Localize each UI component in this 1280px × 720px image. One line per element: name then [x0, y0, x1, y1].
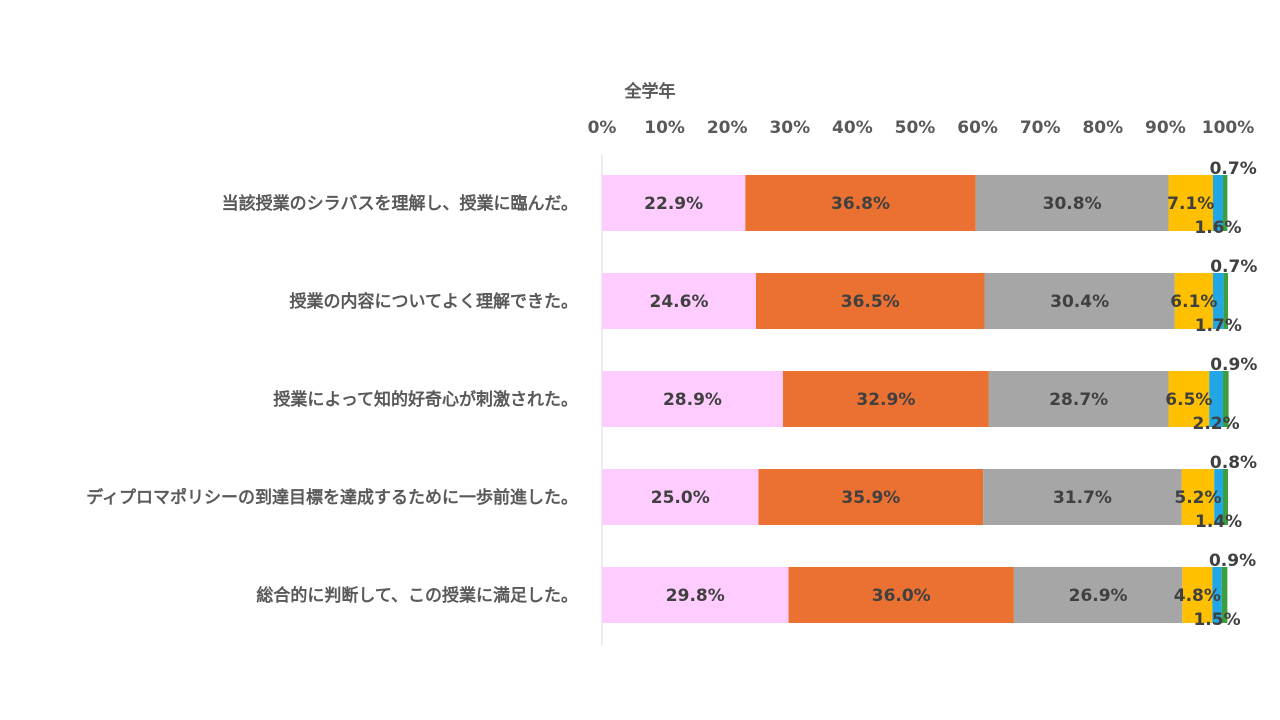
data-label: 0.9%: [1210, 355, 1257, 375]
x-tick-label: 40%: [832, 118, 873, 138]
data-label: 1.6%: [1194, 218, 1241, 238]
bar-segment: [1168, 175, 1213, 231]
bar-segment: [1223, 273, 1228, 329]
data-label: 31.7%: [1053, 488, 1112, 508]
data-label: 0.9%: [1209, 551, 1256, 571]
x-tick-label: 60%: [957, 118, 998, 138]
bar-segment: [1013, 567, 1183, 623]
category-label: 当該授業のシラバスを理解し、授業に臨んだ。: [222, 193, 578, 214]
bar-segment: [755, 273, 985, 329]
data-label: 22.9%: [644, 194, 703, 214]
x-tick-label: 90%: [1145, 118, 1186, 138]
x-axis-ticks: 0% 10% 20% 30% 40% 50% 60% 70% 80% 90% 100%: [588, 118, 1255, 138]
bar-segment: [984, 273, 1175, 329]
bar-segment: [758, 469, 984, 525]
data-label: 1.5%: [1193, 610, 1240, 630]
data-label: 36.8%: [831, 194, 890, 214]
data-label: 4.8%: [1174, 586, 1221, 606]
x-tick-label: 0%: [588, 118, 617, 138]
data-label: 36.0%: [872, 586, 931, 606]
data-label: 2.2%: [1193, 414, 1240, 434]
data-label: 35.9%: [841, 488, 900, 508]
data-label: 1.4%: [1195, 512, 1242, 532]
data-label: 0.8%: [1210, 453, 1257, 473]
category-label: 授業によって知的好奇心が刺激された。: [273, 389, 578, 410]
bar-segment: [1212, 175, 1223, 231]
bar-segment: [983, 469, 1182, 525]
data-label: 7.1%: [1167, 194, 1214, 214]
data-label: 5.2%: [1174, 488, 1221, 508]
x-tick-label: 10%: [644, 118, 685, 138]
bar-segment: [1214, 469, 1223, 525]
bars: [602, 175, 1229, 623]
x-tick-label: 70%: [1020, 118, 1061, 138]
bar-segment: [1174, 273, 1213, 329]
data-labels: 22.9% 36.8% 30.8% 7.1% 1.6% 0.7% 24.6% 36.5% 30.…: [644, 159, 1257, 630]
data-label: 28.9%: [663, 390, 722, 410]
bar-segment: [1222, 175, 1228, 231]
data-label: 29.8%: [666, 586, 725, 606]
bar-segment: [1209, 371, 1223, 427]
bar-segment: [988, 371, 1169, 427]
category-label: 総合的に判断して、この授業に満足した。: [256, 585, 578, 606]
x-tick-label: 80%: [1082, 118, 1123, 138]
x-tick-label: 20%: [707, 118, 748, 138]
bar-segment: [1221, 567, 1228, 623]
bar-segment: [782, 371, 989, 427]
bar-segment: [602, 371, 783, 427]
bar-segment: [1212, 567, 1222, 623]
data-label: 28.7%: [1049, 390, 1108, 410]
bar-segment: [975, 175, 1169, 231]
x-tick-label: 30%: [769, 118, 810, 138]
bar-segment: [745, 175, 976, 231]
bar-segment: [1222, 469, 1228, 525]
category-label: ディプロマポリシーの到達目標を達成するために一歩前進した。: [86, 487, 578, 508]
bar-segment: [602, 175, 746, 231]
chart-title: 全学年: [624, 81, 676, 102]
data-label: 30.8%: [1043, 194, 1102, 214]
data-label: 30.4%: [1050, 292, 1109, 312]
bar-segment: [788, 567, 1014, 623]
data-label: 0.7%: [1210, 159, 1257, 179]
category-labels: 当該授業のシラバスを理解し、授業に臨んだ。授業の内容についてよく理解できた。授業…: [86, 193, 578, 606]
bar-segment: [1182, 567, 1213, 623]
data-label: 6.1%: [1170, 292, 1217, 312]
data-label: 36.5%: [841, 292, 900, 312]
data-label: 32.9%: [856, 390, 915, 410]
data-label: 26.9%: [1069, 586, 1128, 606]
bar-segment: [1168, 371, 1210, 427]
category-label: 授業の内容についてよく理解できた。: [290, 291, 579, 312]
x-tick-label: 100%: [1202, 118, 1255, 138]
bar-segment: [602, 469, 759, 525]
data-label: 25.0%: [651, 488, 710, 508]
x-tick-label: 50%: [895, 118, 936, 138]
data-label: 1.7%: [1195, 316, 1242, 336]
bar-segment: [602, 273, 756, 329]
data-label: 6.5%: [1165, 390, 1212, 410]
data-label: 24.6%: [650, 292, 709, 312]
data-label: 0.7%: [1210, 257, 1257, 277]
bar-segment: [602, 567, 789, 623]
bar-segment: [1222, 371, 1229, 427]
bar-segment: [1181, 469, 1215, 525]
bar-segment: [1212, 273, 1224, 329]
